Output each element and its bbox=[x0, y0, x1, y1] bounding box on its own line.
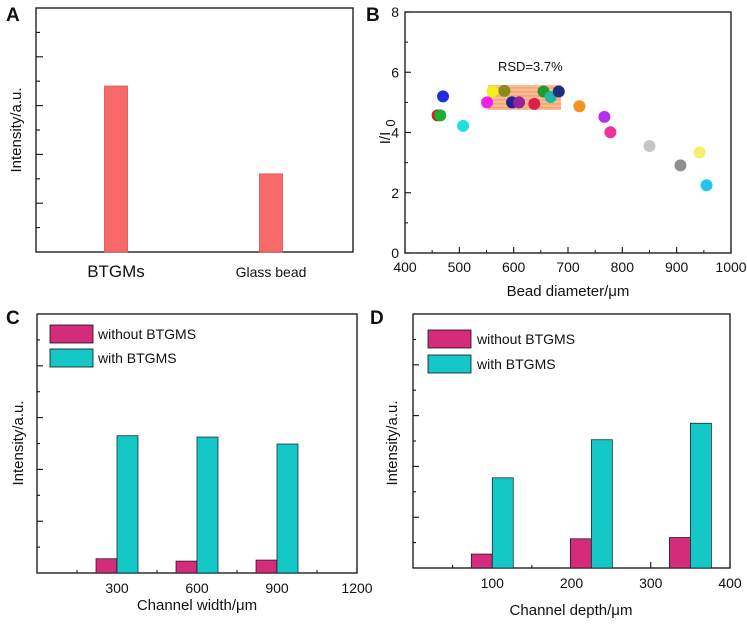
x-tick-label: 900 bbox=[665, 259, 689, 275]
bar-with-btgms bbox=[196, 436, 219, 574]
panel-b-letter: B bbox=[366, 5, 380, 26]
bar-with-btgms bbox=[491, 477, 514, 569]
legend-swatch-with bbox=[49, 348, 94, 368]
bar-with-btgms bbox=[590, 439, 613, 569]
x-tick-label: 200 bbox=[560, 575, 584, 591]
panel-a-y-axis-label: Intensity/a.u. bbox=[8, 87, 25, 172]
panel-d-x-axis-label: Channel depth/μm bbox=[510, 602, 633, 619]
panel-b-y-axis-label-sub: 0 bbox=[383, 119, 398, 126]
y-tick-label: 0 bbox=[391, 245, 399, 261]
x-tick-label: 1000 bbox=[715, 259, 746, 275]
panel-d-letter: D bbox=[370, 308, 384, 329]
scatter-point bbox=[437, 90, 450, 103]
panel-a-bars bbox=[104, 85, 283, 253]
scatter-point bbox=[513, 96, 526, 109]
panel-a: A Intensity/a.u. BTGMs Glass bead bbox=[6, 5, 354, 281]
panel-c-legend: without BTGMS with BTGMS bbox=[49, 324, 196, 368]
panel-d-y-axis-label: Intensity/a.u. bbox=[384, 400, 401, 485]
scatter-point bbox=[643, 140, 656, 153]
legend-swatch-without bbox=[49, 324, 94, 344]
legend-swatch-without bbox=[427, 329, 472, 349]
y-tick-label: 2 bbox=[391, 185, 399, 201]
panel-d-legend: without BTGMS with BTGMS bbox=[427, 329, 575, 374]
bar-with-btgms bbox=[116, 435, 139, 574]
x-tick-label: 900 bbox=[265, 580, 289, 596]
panel-b-axes: 400 500 600 700 800 900 1000 0 2 4 6 8 bbox=[391, 4, 747, 275]
x-tick-label: 600 bbox=[502, 259, 526, 275]
panel-d-bars bbox=[470, 422, 712, 569]
bar-with-btgms bbox=[690, 422, 712, 569]
panel-c: C 300 600 900 1200 without BTGMS with BTGMS… bbox=[6, 308, 373, 614]
bar-without-btgms bbox=[669, 537, 691, 569]
panel-c-letter: C bbox=[6, 308, 20, 329]
x-tick-label: 400 bbox=[718, 575, 742, 591]
x-tick-label: 600 bbox=[185, 580, 209, 596]
panel-a-category-label: BTGMs bbox=[87, 262, 145, 281]
x-tick-label: 100 bbox=[481, 575, 505, 591]
panel-d-frame bbox=[412, 313, 731, 569]
panel-c-axes: 300 600 900 1200 bbox=[37, 339, 373, 596]
scatter-point bbox=[700, 179, 713, 192]
panel-b-y-axis-label-main: I/I bbox=[377, 132, 394, 145]
bar-without-btgms bbox=[569, 538, 592, 569]
panel-b-points bbox=[431, 84, 713, 192]
scatter-point bbox=[528, 97, 541, 110]
y-tick-label: 8 bbox=[391, 4, 399, 20]
legend-label-with: with BTGMS bbox=[97, 350, 177, 366]
x-tick-label: 400 bbox=[393, 259, 417, 275]
scatter-point bbox=[598, 110, 611, 123]
panel-b-x-axis-label: Bead diameter/μm bbox=[507, 283, 630, 300]
bar-with-btgms bbox=[276, 443, 299, 574]
panel-a-frame bbox=[35, 7, 354, 253]
bar-btgms bbox=[104, 85, 128, 253]
scatter-point bbox=[604, 126, 617, 139]
x-tick-label: 700 bbox=[556, 259, 580, 275]
scatter-point bbox=[434, 109, 447, 122]
rsd-annotation: RSD=3.7% bbox=[498, 59, 563, 74]
scatter-point bbox=[552, 85, 565, 98]
y-tick-label: 6 bbox=[391, 64, 399, 80]
panel-c-bars bbox=[95, 435, 299, 574]
bar-without-btgms bbox=[255, 559, 278, 574]
x-tick-label: 800 bbox=[611, 259, 635, 275]
x-tick-label: 1200 bbox=[341, 580, 372, 596]
panel-c-y-axis-label: Intensity/a.u. bbox=[10, 400, 27, 485]
panel-a-category-label: Glass bead bbox=[236, 264, 307, 280]
scatter-point bbox=[498, 84, 511, 97]
x-tick-label: 500 bbox=[448, 259, 472, 275]
panel-a-y-ticks bbox=[36, 31, 43, 229]
scatter-point bbox=[674, 159, 687, 172]
panel-d: D 100 200 300 400 without BTGMS with BTGMS … bbox=[370, 308, 742, 619]
scatter-point bbox=[693, 146, 706, 159]
scatter-point bbox=[457, 119, 470, 132]
legend-label-with: with BTGMS bbox=[476, 356, 556, 372]
panel-c-x-axis-label: Channel width/μm bbox=[137, 597, 257, 614]
legend-swatch-with bbox=[427, 354, 472, 374]
legend-label-without: without BTGMS bbox=[97, 326, 196, 342]
bar-without-btgms bbox=[470, 553, 493, 569]
panel-b: B 400 500 600 700 800 900 1000 0 2 4 6 8 RSD=3.7% B… bbox=[366, 4, 747, 300]
bar-without-btgms bbox=[175, 560, 198, 574]
x-tick-label: 300 bbox=[105, 580, 129, 596]
scatter-point bbox=[486, 85, 499, 98]
legend-label-without: without BTGMS bbox=[476, 331, 575, 347]
panel-b-frame bbox=[404, 11, 732, 254]
bar-glass-bead bbox=[259, 173, 283, 253]
y-tick-label: 4 bbox=[391, 125, 399, 141]
panel-a-letter: A bbox=[6, 5, 20, 26]
panel-b-y-axis-label: I/I 0 bbox=[377, 119, 398, 144]
bar-without-btgms bbox=[95, 558, 118, 574]
x-tick-label: 300 bbox=[639, 575, 663, 591]
scatter-point bbox=[481, 96, 494, 109]
scatter-point bbox=[573, 100, 586, 113]
